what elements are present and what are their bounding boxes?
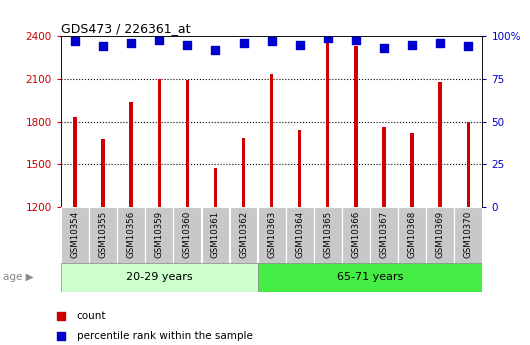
Bar [466, 121, 470, 345]
Bar [270, 74, 273, 345]
Bar [354, 46, 358, 345]
Bar [258, 207, 286, 264]
Bar [129, 102, 133, 345]
Text: GSM10361: GSM10361 [211, 211, 220, 258]
Text: age ▶: age ▶ [3, 273, 33, 282]
Point [379, 46, 388, 51]
Bar [438, 82, 442, 345]
Bar [286, 207, 314, 264]
Text: GSM10355: GSM10355 [99, 211, 108, 258]
Bar [242, 138, 245, 345]
Bar [410, 133, 414, 345]
Bar [426, 207, 454, 264]
Bar [145, 207, 173, 264]
Point [323, 35, 332, 41]
Bar [314, 207, 342, 264]
Point [211, 47, 219, 53]
Point [240, 40, 248, 46]
Point [155, 37, 163, 42]
Bar [258, 263, 482, 292]
Text: 65-71 years: 65-71 years [337, 273, 403, 282]
Bar [326, 40, 330, 345]
Text: GSM10366: GSM10366 [351, 211, 360, 258]
Bar [61, 207, 89, 264]
Point [436, 40, 444, 46]
Bar [89, 207, 117, 264]
Text: GSM10362: GSM10362 [239, 211, 248, 258]
Bar [454, 207, 482, 264]
Bar [298, 130, 302, 345]
Bar [157, 79, 161, 345]
Point [267, 39, 276, 44]
Text: GSM10364: GSM10364 [295, 211, 304, 258]
Point [464, 44, 473, 49]
Bar [101, 139, 105, 345]
Text: GSM10356: GSM10356 [127, 211, 136, 258]
Bar [186, 80, 189, 345]
Text: GSM10368: GSM10368 [408, 211, 417, 258]
Bar [398, 207, 426, 264]
Text: GSM10370: GSM10370 [464, 211, 473, 258]
Text: count: count [77, 311, 107, 321]
Bar [201, 207, 229, 264]
Bar [214, 168, 217, 345]
Text: GSM10354: GSM10354 [70, 211, 80, 258]
Text: GSM10365: GSM10365 [323, 211, 332, 258]
Bar [61, 263, 258, 292]
Text: GSM10360: GSM10360 [183, 211, 192, 258]
Bar [73, 117, 77, 345]
Point [408, 42, 417, 48]
Bar [117, 207, 145, 264]
Text: GSM10359: GSM10359 [155, 211, 164, 258]
Text: GDS473 / 226361_at: GDS473 / 226361_at [61, 22, 190, 35]
Point [127, 40, 136, 46]
Text: percentile rank within the sample: percentile rank within the sample [77, 332, 253, 341]
Bar [173, 207, 201, 264]
Point [99, 44, 107, 49]
Bar [342, 207, 370, 264]
Text: GSM10363: GSM10363 [267, 211, 276, 258]
Point [183, 42, 192, 48]
Bar [382, 127, 386, 345]
Bar [370, 207, 398, 264]
Point [352, 37, 360, 42]
Point [71, 39, 80, 44]
Point [296, 42, 304, 48]
Text: 20-29 years: 20-29 years [126, 273, 192, 282]
Text: GSM10367: GSM10367 [379, 211, 388, 258]
Bar [229, 207, 258, 264]
Text: GSM10369: GSM10369 [436, 211, 445, 258]
